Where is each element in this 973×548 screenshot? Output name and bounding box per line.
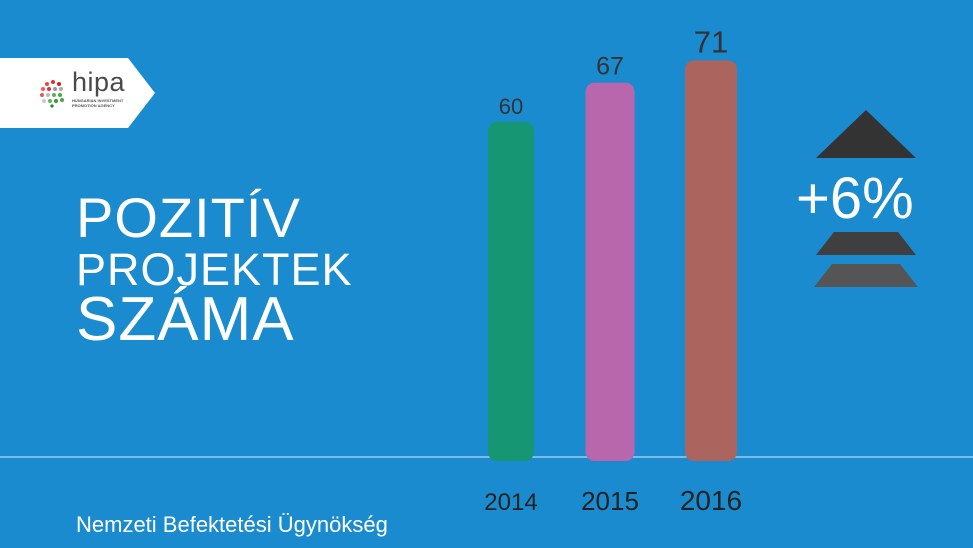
logo-tab-shape bbox=[0, 58, 155, 128]
increase-arrows-icon bbox=[814, 110, 918, 287]
bar-2015 bbox=[585, 82, 635, 462]
bar-2014 bbox=[488, 121, 534, 462]
title-line-1: POZITÍV bbox=[76, 186, 301, 249]
logo-subtitle: HUNGARIAN INVESTMENT PROMOTION AGENCY bbox=[72, 98, 124, 108]
data-label-2014: 60 bbox=[499, 94, 523, 119]
data-label-2016: 71 bbox=[694, 24, 728, 59]
logo-name: hipa bbox=[72, 67, 126, 97]
footer-text: Nemzeti Befektetési Ügynökség bbox=[76, 512, 388, 537]
category-label-2014: 2014 bbox=[484, 489, 537, 516]
title-line-2: PROJEKTEK bbox=[76, 244, 353, 295]
logo-tab bbox=[0, 58, 155, 128]
bar-2016 bbox=[685, 60, 737, 461]
arrow-band-bottom bbox=[814, 264, 918, 287]
category-label-2015: 2015 bbox=[581, 486, 639, 516]
hipa-logo-icon bbox=[40, 80, 64, 108]
arrow-band-middle bbox=[816, 232, 916, 255]
data-label-2015: 67 bbox=[596, 53, 624, 81]
title-line-3: SZÁMA bbox=[76, 285, 295, 354]
category-label-2016: 2016 bbox=[680, 485, 742, 516]
change-label: +6% bbox=[796, 166, 914, 231]
arrow-up-top bbox=[816, 110, 916, 158]
